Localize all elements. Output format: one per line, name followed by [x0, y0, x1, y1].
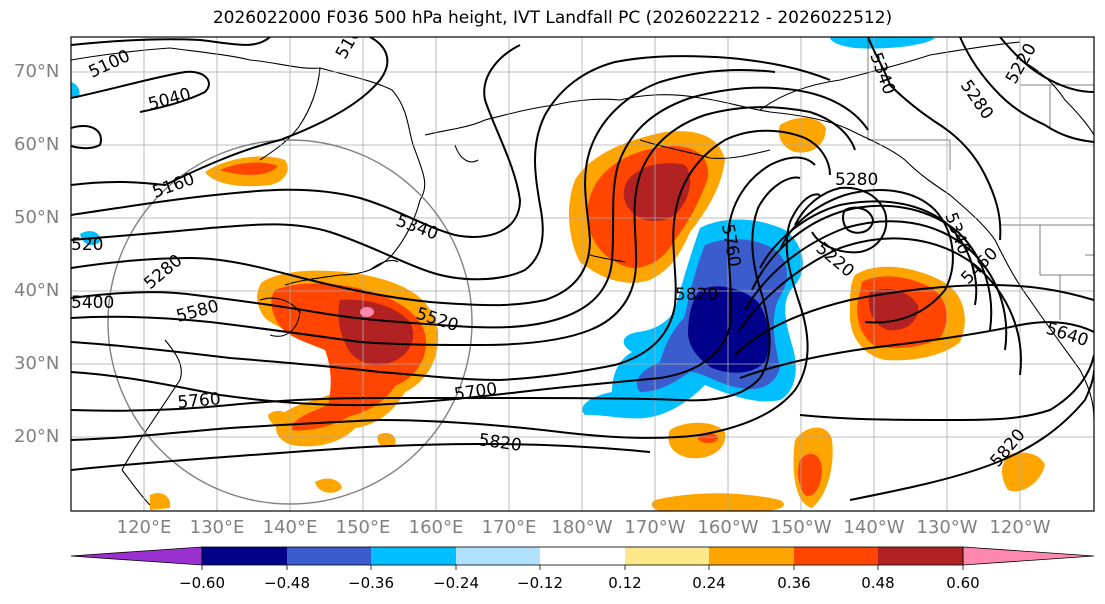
contour-label: 5400: [71, 293, 114, 313]
colorbar-tick-label: 0.60: [946, 574, 980, 592]
colorbar-segment: [794, 547, 878, 565]
lon-label: 130°E: [189, 517, 245, 538]
contour-label: 5760: [177, 389, 222, 413]
radius-circle: [107, 139, 473, 505]
colorbar-tick-label: −0.24: [433, 574, 479, 592]
map-frame: [70, 36, 1095, 512]
colorbar-segment: [371, 547, 456, 565]
colorbar-tick-label: −0.12: [517, 574, 563, 592]
colorbar-tick-label: −0.36: [348, 574, 394, 592]
colorbar-extend-high: [962, 546, 1095, 566]
colorbar-segment: [202, 547, 287, 565]
lon-label: 120°W: [989, 517, 1051, 538]
lon-label: 160°W: [697, 517, 759, 538]
lon-label: 120°E: [116, 517, 172, 538]
colorbar-segment: [456, 547, 540, 565]
gridlines: [71, 37, 1094, 511]
lon-label: 170°W: [624, 517, 686, 538]
map-background: [71, 37, 1094, 511]
ivt-positive-shading: [150, 117, 1045, 511]
colorbar-segment: [540, 547, 625, 565]
colorbar-extend-low: [70, 546, 203, 566]
colorbar-segment: [709, 547, 794, 565]
colorbar: [70, 546, 1095, 570]
colorbar-outline: [201, 546, 964, 566]
lat-label: 40°N: [14, 280, 60, 301]
lon-label: 180°W: [551, 517, 613, 538]
lat-label: 20°N: [14, 426, 60, 447]
colorbar-segment: [625, 547, 709, 565]
lat-label: 70°N: [14, 61, 60, 82]
map-title: 2026022000 F036 500 hPa height, IVT Land…: [212, 8, 893, 28]
height-contours: [71, 37, 1094, 501]
lon-label: 150°W: [770, 517, 832, 538]
lon-label: 130°W: [916, 517, 978, 538]
colorbar-tick-label: 0.12: [608, 574, 642, 592]
ivt-negative-shading: [71, 37, 935, 419]
political-borders: [867, 37, 1094, 320]
colorbar-segment: [878, 547, 963, 565]
colorbar-segment: [287, 547, 371, 565]
contour-label: 520: [71, 235, 103, 255]
colorbar-tick-label: −0.60: [179, 574, 225, 592]
lon-label: 160°E: [408, 517, 464, 538]
colorbar-tick-label: 0.36: [777, 574, 811, 592]
colorbar-tick-label: −0.48: [264, 574, 310, 592]
lon-label: 140°W: [843, 517, 905, 538]
lat-label: 30°N: [14, 353, 60, 374]
lat-label: 60°N: [14, 134, 60, 155]
colorbar-tick-label: 0.48: [861, 574, 895, 592]
colorbar-tick-label: 0.24: [692, 574, 726, 592]
contour-label: 5280: [835, 170, 878, 190]
lon-label: 170°E: [481, 517, 537, 538]
contour-label: 5820: [675, 285, 718, 305]
lon-label: 140°E: [262, 517, 318, 538]
lat-label: 50°N: [14, 207, 60, 228]
lon-label: 150°E: [335, 517, 391, 538]
